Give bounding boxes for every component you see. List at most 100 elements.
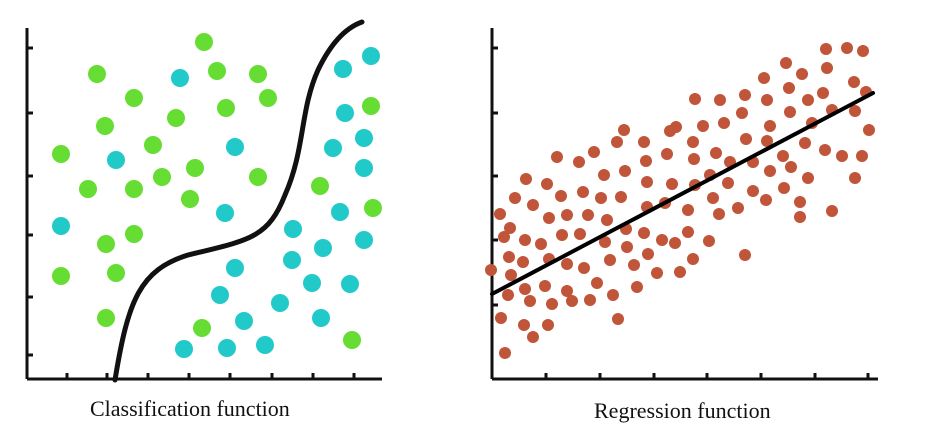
regression-point bbox=[535, 238, 547, 250]
regression-point bbox=[856, 150, 868, 162]
regression-point bbox=[697, 120, 709, 132]
regression-point bbox=[718, 117, 730, 129]
class-b-point bbox=[355, 129, 373, 147]
regression-point bbox=[595, 192, 607, 204]
regression-point bbox=[551, 151, 563, 163]
regression-point bbox=[758, 72, 770, 84]
regression-point bbox=[778, 182, 790, 194]
regression-point bbox=[739, 89, 751, 101]
regression-point bbox=[504, 222, 516, 234]
regression-point bbox=[611, 136, 623, 148]
class-b-point bbox=[355, 159, 373, 177]
regression-point bbox=[541, 178, 553, 190]
regression-point bbox=[783, 82, 795, 94]
regression-point bbox=[707, 192, 719, 204]
regression-point bbox=[601, 214, 613, 226]
regression-point bbox=[509, 192, 521, 204]
class-b-point bbox=[175, 340, 193, 358]
regression-point bbox=[582, 209, 594, 221]
regression-point bbox=[527, 199, 539, 211]
regression-point bbox=[485, 264, 497, 276]
regression-point bbox=[863, 124, 875, 136]
class-a-point bbox=[88, 65, 106, 83]
regression-point bbox=[674, 266, 686, 278]
regression-point bbox=[794, 211, 806, 223]
regression-point bbox=[817, 87, 829, 99]
class-a-point bbox=[364, 199, 382, 217]
regression-point bbox=[612, 313, 624, 325]
regression-point bbox=[849, 105, 861, 117]
class-a-point bbox=[311, 177, 329, 195]
class-a-point bbox=[79, 180, 97, 198]
regression-point bbox=[777, 150, 789, 162]
regression-point bbox=[555, 190, 567, 202]
regression-point bbox=[656, 234, 668, 246]
regression-point bbox=[578, 262, 590, 274]
class-a-point bbox=[153, 168, 171, 186]
regression-point bbox=[519, 283, 531, 295]
regression-point bbox=[713, 208, 725, 220]
regression-point bbox=[618, 124, 630, 136]
class-b-point bbox=[303, 274, 321, 292]
regression-point bbox=[687, 253, 699, 265]
regression-point bbox=[519, 234, 531, 246]
regression-point bbox=[682, 226, 694, 238]
regression-point bbox=[542, 319, 554, 331]
class-b-point bbox=[52, 217, 70, 235]
regression-point bbox=[739, 249, 751, 261]
regression-point bbox=[819, 144, 831, 156]
regression-point bbox=[796, 68, 808, 80]
regression-point bbox=[722, 177, 734, 189]
regression-point bbox=[710, 147, 722, 159]
class-b-point bbox=[171, 69, 189, 87]
class-b-point bbox=[336, 104, 354, 122]
regression-point bbox=[784, 106, 796, 118]
regression-point bbox=[588, 146, 600, 158]
class-a-point bbox=[167, 109, 185, 127]
regression-point bbox=[517, 256, 529, 268]
classification-decision-boundary bbox=[112, 19, 365, 383]
regression-point bbox=[802, 172, 814, 184]
regression-point bbox=[802, 94, 814, 106]
regression-point bbox=[607, 289, 619, 301]
regression-axes bbox=[490, 28, 878, 381]
regression-point bbox=[561, 258, 573, 270]
regression-point bbox=[689, 93, 701, 105]
regression-point bbox=[619, 165, 631, 177]
regression-point bbox=[584, 294, 596, 306]
class-b-point bbox=[334, 60, 352, 78]
regression-point bbox=[503, 251, 515, 263]
regression-point bbox=[494, 208, 506, 220]
class-b-point bbox=[271, 294, 289, 312]
regression-line bbox=[490, 91, 875, 296]
regression-point bbox=[841, 42, 853, 54]
regression-point bbox=[642, 248, 654, 260]
regression-point bbox=[556, 229, 568, 241]
class-b-point bbox=[283, 251, 301, 269]
class-a-point bbox=[97, 235, 115, 253]
class-a-point bbox=[96, 117, 114, 135]
class-b-point bbox=[218, 339, 236, 357]
regression-point bbox=[780, 57, 792, 69]
regression-point bbox=[651, 267, 663, 279]
regression-point bbox=[736, 107, 748, 119]
regression-point bbox=[591, 277, 603, 289]
class-a-point bbox=[249, 168, 267, 186]
regression-point bbox=[598, 169, 610, 181]
class-b-point bbox=[107, 151, 125, 169]
regression-point bbox=[688, 153, 700, 165]
classification-class-a-points bbox=[52, 33, 382, 349]
regression-point bbox=[615, 191, 627, 203]
regression-point bbox=[714, 94, 726, 106]
class-a-point bbox=[208, 62, 226, 80]
regression-point bbox=[760, 194, 772, 206]
regression-point bbox=[821, 62, 833, 74]
regression-point bbox=[599, 236, 611, 248]
regression-point bbox=[518, 319, 530, 331]
regression-point bbox=[799, 137, 811, 149]
regression-point bbox=[527, 331, 539, 343]
class-a-point bbox=[249, 65, 267, 83]
classification-axes bbox=[25, 28, 382, 381]
class-a-point bbox=[259, 89, 277, 107]
